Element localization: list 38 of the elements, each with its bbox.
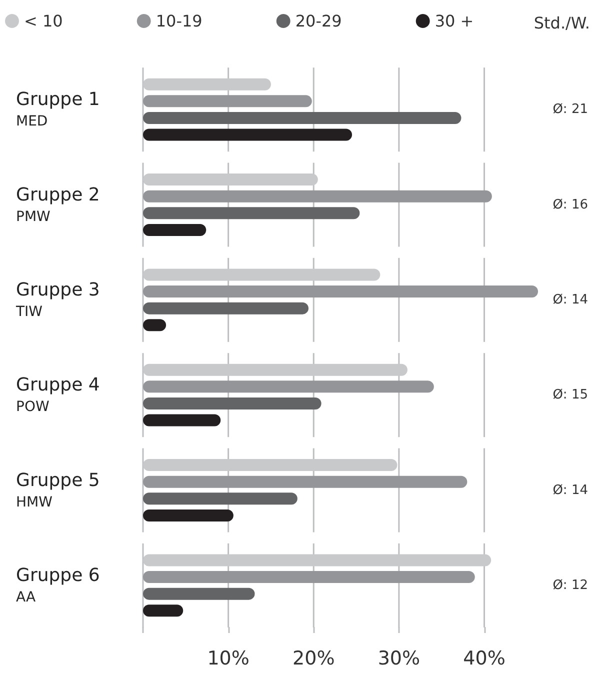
bar [143,414,221,426]
y-tick-label: Gruppe 1 MED [16,89,100,130]
y-tick-label: Gruppe 3 TIW [15,279,100,320]
bar [143,95,312,108]
bar [143,492,298,505]
bar [143,571,475,584]
legend-label: 20-29 [295,12,342,30]
bar [143,112,462,124]
text: Ø: 21 [552,102,588,118]
bar [143,207,360,220]
y-tick-label: Gruppe 4 POW [16,374,100,416]
bar [143,397,322,410]
bar [143,476,468,488]
bar [143,190,492,202]
text: Ø: 16 [552,197,588,212]
x-tick-label: 20% [292,648,335,670]
text: Ø: 14 [552,482,588,498]
y-tick-label: Gruppe 5 HMW [16,470,100,510]
bar [143,604,184,617]
text: Ø: 15 [552,388,588,403]
legend-label: 30 + [434,12,474,30]
bar [143,224,206,236]
text: Ø: 12 [552,578,588,593]
bar [143,302,309,314]
bar [143,588,255,600]
y-tick-label: Gruppe 2 PMW [16,184,100,225]
legend-label: 10-19 [156,12,202,30]
bar [143,128,352,141]
x-tick-label: 40% [463,648,506,670]
x-tick-label: 30% [378,648,420,670]
y-tick-label: Gruppe 6 AA [16,564,100,606]
bar [143,380,434,393]
bar [143,509,234,522]
legend-label: < 10 [24,12,63,30]
x-tick-label: 10% [207,648,250,670]
text: Std./W. [534,14,590,32]
text: Ø: 14 [552,292,588,308]
bar [143,286,538,298]
